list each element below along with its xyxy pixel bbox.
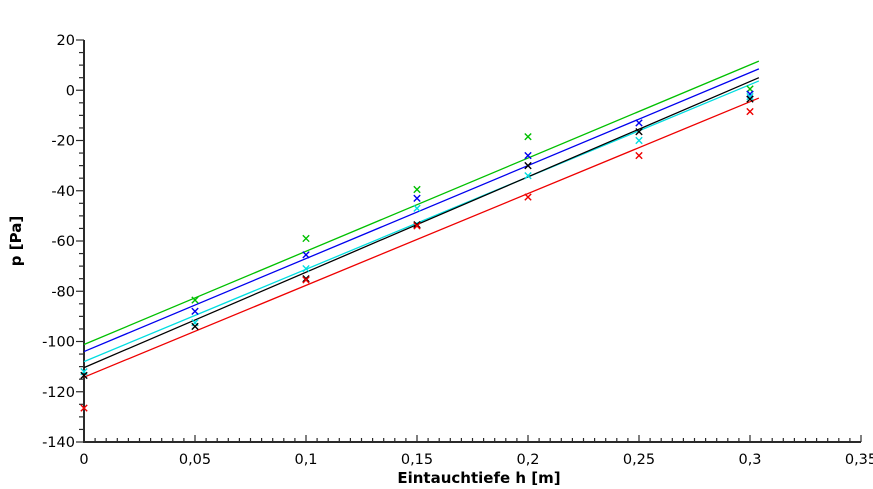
data-point-blue — [635, 119, 643, 127]
y-tick-label: -100 — [42, 335, 75, 351]
data-point-red — [524, 193, 532, 201]
y-tick-label: -20 — [51, 134, 75, 150]
fit-line-blue — [83, 68, 760, 353]
fit-line-red — [83, 97, 760, 378]
data-point-cyan — [524, 171, 532, 180]
data-point-red — [635, 151, 643, 160]
data-point-cyan — [413, 204, 421, 213]
data-point-green — [191, 296, 199, 304]
y-axis-title: p [Pa] — [7, 216, 25, 266]
data-point-black — [524, 161, 532, 170]
data-point-green — [413, 185, 421, 194]
y-tick-label: -80 — [51, 284, 75, 300]
data-point-black — [302, 274, 310, 283]
fit-line-green — [83, 60, 760, 346]
data-point-red — [302, 276, 310, 284]
fit-line-black — [83, 77, 760, 369]
data-point-red — [746, 107, 754, 116]
data-point-cyan — [635, 136, 643, 145]
x-tick-label: 0,25 — [623, 452, 655, 468]
x-tick-label: 0,3 — [738, 452, 761, 468]
data-point-black — [191, 322, 199, 331]
data-point-red — [80, 404, 88, 412]
y-tick-label: -120 — [42, 385, 75, 401]
data-point-blue — [413, 194, 421, 202]
data-point-red — [413, 222, 421, 230]
x-tick-label: 0,15 — [401, 452, 433, 468]
x-tick-label: 0 — [79, 452, 88, 468]
data-point-black — [635, 128, 643, 136]
data-point-black — [413, 220, 421, 229]
plot-area: 0 0,05 0,1 0,15 0,2 0,25 0,3 0,35 20 0 -20 -40 -60 -8… — [42, 33, 873, 468]
data-point-blue — [191, 307, 199, 316]
x-tick-label: 0,05 — [179, 452, 211, 468]
x-tick-label: 0,1 — [294, 452, 317, 468]
y-tick-label: -60 — [51, 234, 75, 250]
y-tick-label: -140 — [42, 435, 75, 451]
x-tick-label: 0,35 — [845, 452, 873, 468]
data-point-cyan — [302, 264, 310, 273]
data-point-green — [524, 133, 532, 141]
data-point-blue — [302, 251, 310, 259]
x-tick-label: 0,2 — [516, 452, 539, 468]
data-point-black — [80, 371, 88, 380]
data-point-black — [746, 95, 754, 103]
y-tick-label: 20 — [57, 33, 75, 49]
y-tick-label: -40 — [51, 184, 75, 200]
y-tick-label: 0 — [66, 83, 75, 99]
data-point-green — [302, 234, 310, 243]
fit-line-cyan — [83, 80, 760, 363]
x-axis-title: Eintauchtiefe h [m] — [397, 469, 560, 487]
data-point-blue — [524, 151, 532, 160]
data-point-cyan — [746, 92, 754, 101]
